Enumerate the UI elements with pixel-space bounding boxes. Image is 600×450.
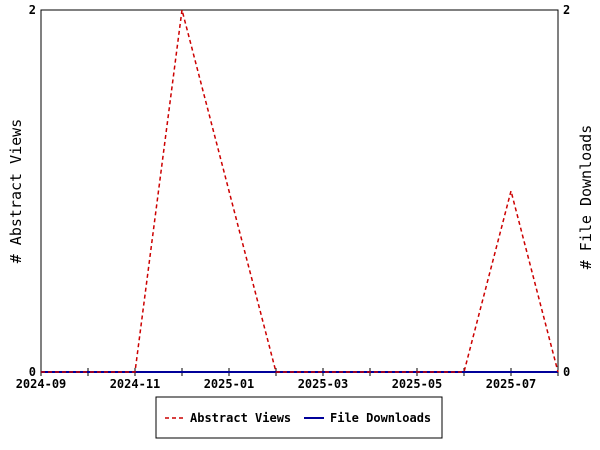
y-axis-ticks: 0 2 0 2 [29,3,570,379]
legend: Abstract Views File Downloads [155,396,443,439]
legend-label-file-downloads: File Downloads [330,411,431,425]
y-right-tick-label: 2 [563,3,570,17]
y-right-tick-label: 0 [563,365,570,379]
x-tick-label: 2025-03 [298,377,349,391]
y-left-tick-label: 0 [29,365,36,379]
y-axis-right-title: # File Downloads [577,125,595,270]
y-left-tick-label: 2 [29,3,36,17]
x-tick-label: 2024-09 [16,377,67,391]
x-tick-label: 2025-05 [392,377,443,391]
x-tick-label: 2024-11 [110,377,161,391]
series-line-abstract-views [41,9,559,373]
legend-box [155,396,443,439]
y-axis-left-title: # Abstract Views [7,119,25,264]
x-tick-label: 2025-07 [486,377,537,391]
x-tick-label: 2025-01 [204,377,255,391]
legend-label-abstract-views: Abstract Views [190,411,291,425]
series-layer [41,9,559,373]
plot-area [40,9,559,373]
x-axis-ticks: 2024-09 2024-11 2025-01 2025-03 2025-05 2025-… [16,368,559,391]
